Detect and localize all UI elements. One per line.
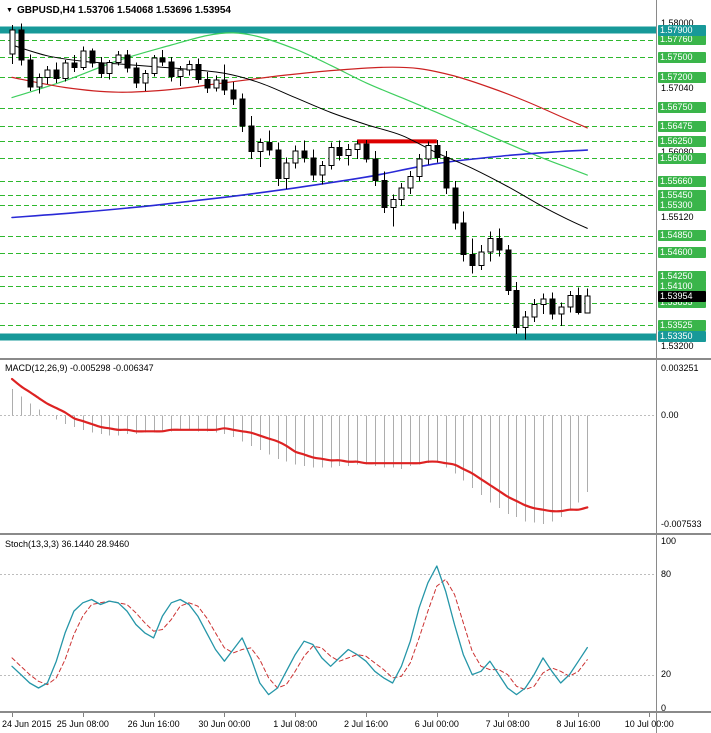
price-tick-label: 1.58000	[661, 18, 694, 28]
pane-divider[interactable]	[0, 711, 711, 713]
time-axis-label: 6 Jul 00:00	[414, 719, 459, 729]
time-tick	[649, 713, 651, 717]
time-axis-label: 1 Jul 08:00	[273, 719, 318, 729]
candles	[9, 23, 591, 340]
stoch-axis-label: 100	[661, 535, 677, 546]
price-level-badge: 1.54850	[658, 230, 706, 242]
price-level-badge: 1.55300	[658, 199, 706, 211]
stochastic-lines	[11, 565, 588, 696]
ma-blue-line	[11, 149, 589, 219]
price-level-badge: 1.54250	[658, 270, 706, 282]
time-axis-label: 7 Jul 08:00	[485, 719, 530, 729]
time-axis-label: 2 Jul 16:00	[344, 719, 389, 729]
stochastic-panel	[0, 574, 656, 676]
price-tick-label: 1.56080	[661, 147, 694, 158]
price-level-badge: 1.56250	[658, 135, 706, 147]
pane-divider[interactable]	[0, 533, 711, 535]
price-tick-label: 1.53200	[661, 341, 694, 352]
chart-canvas[interactable]	[0, 0, 711, 712]
price-level-badge: 1.56750	[658, 102, 706, 114]
support-resistance-level-lines	[0, 40, 656, 326]
macd-panel	[0, 389, 656, 525]
stoch-indicator-label: Stoch(13,3,3) 36.1440 28.9460	[5, 539, 130, 549]
macd-indicator-label: MACD(12,26,9) -0.005298 -0.006347	[5, 363, 154, 373]
time-tick	[578, 713, 580, 717]
time-tick	[82, 713, 84, 717]
price-level-badge: 1.54100	[658, 280, 706, 292]
price-band-badge: 1.53350	[658, 331, 706, 343]
time-tick	[295, 713, 297, 717]
ma-green-line	[11, 32, 588, 176]
price-tick-label: 1.57040	[661, 82, 694, 93]
price-band-badge: 1.57900	[658, 24, 706, 36]
current-price-badge: 1.53954	[658, 290, 706, 302]
price-axis-divider	[656, 0, 657, 733]
price-level-badge: 1.57760	[658, 34, 706, 46]
price-level-badge: 1.56475	[658, 120, 706, 132]
time-tick	[507, 713, 509, 717]
chart-title-text: GBPUSD,H4 1.53706 1.54068 1.53696 1.5395…	[16, 5, 231, 16]
time-tick	[366, 713, 367, 717]
macd-axis-label: -0.007533	[661, 519, 702, 530]
macd-signal-line	[10, 377, 589, 513]
chart-title: ▼ GBPUSD,H4 1.53706 1.54068 1.53696 1.53…	[6, 5, 231, 16]
symbol-marker-icon: ▼	[6, 6, 13, 14]
price-tick-label: 1.55120	[661, 212, 694, 222]
time-axis[interactable]: 24 Jun 2015 25 Jun 08:00 26 Jun 16:00 30 Ju…	[0, 713, 711, 733]
price-level-badge: 1.56000	[658, 152, 706, 164]
stoch-axis-label: 0	[661, 702, 667, 713]
price-level-badge: 1.57500	[658, 51, 706, 63]
time-axis-label: 26 Jun 16:00	[127, 719, 180, 729]
price-level-badge: 1.53855	[658, 297, 706, 309]
time-tick	[436, 713, 438, 717]
price-level-badge: 1.54600	[658, 247, 706, 259]
ma-red-line	[11, 66, 588, 129]
ma-black-line	[11, 44, 588, 229]
macd-axis-label: 0.00	[661, 409, 679, 420]
time-tick	[153, 713, 155, 717]
stoch-axis-label: 20	[661, 669, 672, 680]
time-axis-label: 8 Jul 16:00	[556, 719, 601, 729]
macd-axis-label: 0.003251	[661, 362, 699, 373]
pane-divider[interactable]	[0, 358, 711, 360]
stoch-axis-label: 80	[661, 568, 672, 579]
time-axis-label: 25 Jun 08:00	[56, 719, 109, 729]
price-level-badge: 1.53525	[658, 319, 706, 331]
price-level-badge: 1.55660	[658, 175, 706, 187]
time-axis-label: 10 Jul 00:00	[624, 719, 674, 729]
price-level-badge: 1.57200	[658, 71, 706, 83]
price-band-lines	[0, 26, 656, 341]
price-axis[interactable]: 1.580001.570401.560801.551201.541601.532…	[657, 0, 711, 733]
time-axis-label: 30 Jun 00:00	[198, 719, 251, 729]
time-tick	[224, 713, 226, 717]
price-level-badge: 1.55450	[658, 189, 706, 201]
time-axis-label: 24 Jun 2015	[2, 719, 52, 729]
time-tick	[12, 713, 13, 717]
